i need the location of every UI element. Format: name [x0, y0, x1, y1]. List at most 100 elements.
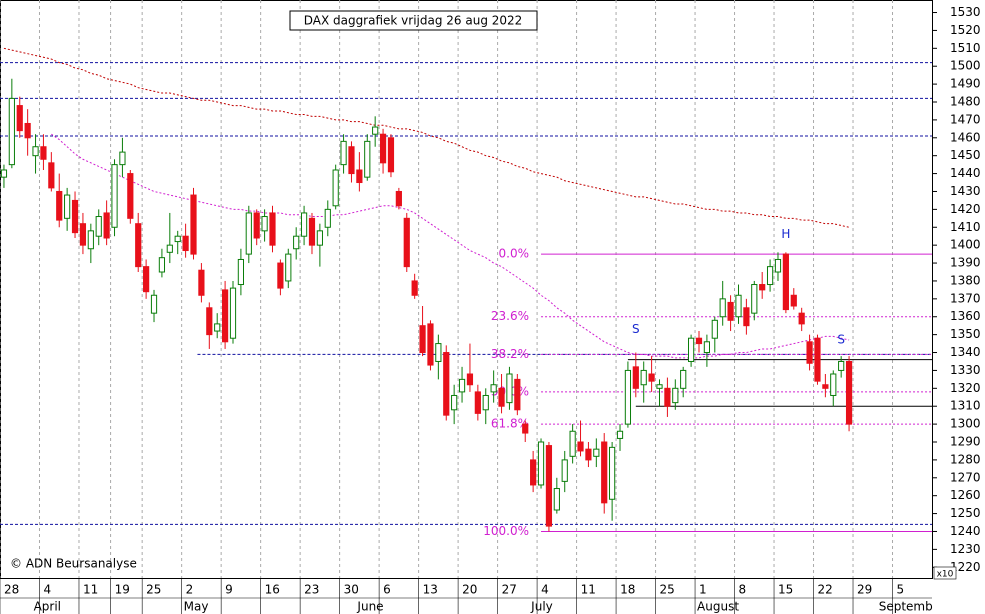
copyright: © ADN Beursanalyse: [10, 557, 137, 571]
candle-body: [601, 441, 608, 504]
candle-body: [103, 212, 110, 239]
candle-body: [466, 373, 474, 386]
candle-body: [719, 298, 726, 318]
y-tick-label: 1440: [950, 166, 981, 180]
candle-body: [150, 294, 158, 314]
candle-body: [838, 360, 845, 371]
x-tick-label: 4: [43, 583, 51, 597]
candle-body: [506, 373, 513, 404]
candle-body: [577, 441, 584, 452]
x-tick-label: 8: [739, 583, 747, 597]
x-tick-label: 2: [186, 583, 194, 597]
y-tick-label: 1290: [950, 435, 981, 449]
unit-note: x10: [937, 570, 954, 580]
y-tick-label: 1220: [950, 560, 981, 574]
candle-body: [490, 384, 497, 393]
y-tick-label: 1250: [950, 506, 981, 520]
candle-body: [277, 262, 284, 289]
candle-body: [616, 430, 624, 439]
candle-body: [474, 391, 481, 414]
y-tick-label: 1530: [950, 5, 981, 19]
y-tick-label: 1310: [950, 399, 981, 413]
candle-body: [482, 394, 489, 411]
x-tick-label: 5: [897, 583, 905, 597]
candle-body: [759, 284, 766, 291]
pattern-label: S: [837, 333, 845, 347]
candle-body: [135, 223, 142, 268]
candle-body: [166, 244, 173, 253]
y-tick-label: 1340: [950, 345, 981, 359]
fib-label: 38.2%: [491, 347, 529, 361]
y-tick-label: 1510: [950, 41, 981, 55]
candle-body: [8, 97, 15, 166]
candle-body: [316, 230, 323, 246]
chart-title: DAX daggrafiek vrijdag 26 aug 2022: [304, 14, 523, 28]
x-tick-label: 20: [462, 583, 477, 597]
x-tick-label: 4: [541, 583, 549, 597]
y-tick-label: 1260: [950, 488, 981, 502]
candle-body: [79, 223, 87, 246]
candle-body: [269, 212, 276, 246]
candle-body: [87, 230, 94, 250]
candle-body: [158, 257, 166, 273]
candle-body: [585, 448, 592, 461]
candle-body: [727, 301, 734, 321]
candle-body: [198, 269, 205, 296]
candle-body: [648, 373, 655, 382]
candle-body: [356, 169, 363, 184]
x-tick-label: 25: [660, 583, 675, 597]
candle-body: [40, 146, 47, 160]
candle-body: [632, 366, 639, 389]
x-tick-label: 16: [265, 583, 280, 597]
candle-body: [790, 294, 797, 307]
y-tick-label: 1280: [950, 452, 981, 466]
y-tick-label: 1330: [950, 363, 981, 377]
y-tick-label: 1300: [950, 417, 981, 431]
candle-body: [411, 280, 418, 296]
candle-body: [545, 445, 553, 527]
candle-body: [640, 369, 647, 386]
x-tick-label: 6: [383, 583, 391, 597]
y-tick-label: 1430: [950, 184, 981, 198]
candle-body: [530, 459, 537, 486]
candle-body: [766, 266, 774, 286]
candle-body: [0, 169, 8, 178]
x-tick-label: 19: [115, 583, 130, 597]
x-tick-label: 23: [304, 583, 319, 597]
fib-label: 61.8%: [491, 417, 529, 431]
candle-body: [498, 387, 505, 407]
y-tick-label: 1450: [950, 148, 981, 162]
candle-body: [522, 423, 529, 434]
fib-label: 0.0%: [499, 247, 530, 261]
candle-body: [672, 387, 679, 404]
unit-box: [933, 566, 957, 580]
candle-body: [664, 387, 671, 407]
candle-body: [624, 369, 632, 425]
candle-body: [111, 164, 118, 228]
candle-body: [553, 488, 560, 511]
x-tick-label: 22: [818, 583, 833, 597]
candle-body: [206, 307, 213, 336]
y-tick-label: 1490: [950, 77, 981, 91]
candle-body: [403, 217, 410, 268]
candle-body: [569, 430, 576, 457]
candle-body: [537, 441, 545, 486]
candle-body: [419, 325, 426, 354]
y-tick-label: 1410: [950, 220, 981, 234]
x-tick-label: 15: [778, 583, 793, 597]
candle-body: [143, 266, 150, 293]
candle-body: [814, 337, 821, 382]
candle-body: [774, 258, 782, 273]
candle-body: [364, 140, 371, 178]
candle-body: [95, 216, 102, 237]
candle-body: [443, 352, 450, 416]
y-tick-label: 1380: [950, 273, 981, 287]
y-tick-label: 1470: [950, 112, 981, 126]
candle-body: [845, 360, 853, 425]
y-tick-label: 1350: [950, 327, 981, 341]
candle-body: [703, 341, 710, 354]
x-tick-label: 9: [225, 583, 233, 597]
candle-body: [451, 394, 458, 411]
title-box: [289, 10, 538, 31]
pattern-label: H: [781, 227, 790, 241]
